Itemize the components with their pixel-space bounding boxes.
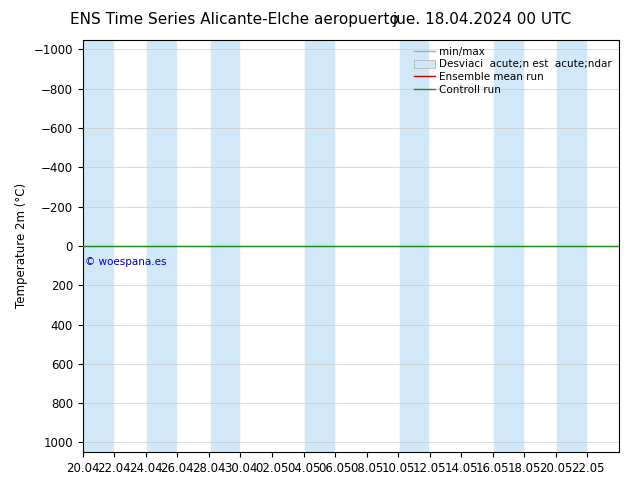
Text: jue. 18.04.2024 00 UTC: jue. 18.04.2024 00 UTC (392, 12, 571, 27)
Bar (400, 40, 428, 452)
Text: © woespana.es: © woespana.es (85, 257, 167, 267)
Legend: min/max, Desviaci  acute;n est  acute;ndar, Ensemble mean run, Controll run: min/max, Desviaci acute;n est acute;ndar… (412, 45, 614, 97)
Bar (148, 40, 176, 452)
Bar (84, 40, 113, 452)
Bar (557, 40, 586, 452)
Y-axis label: Temperature 2m (°C): Temperature 2m (°C) (15, 183, 28, 308)
Text: ENS Time Series Alicante-Elche aeropuerto: ENS Time Series Alicante-Elche aeropuert… (70, 12, 399, 27)
Bar (495, 40, 523, 452)
Bar (210, 40, 239, 452)
Bar (305, 40, 333, 452)
